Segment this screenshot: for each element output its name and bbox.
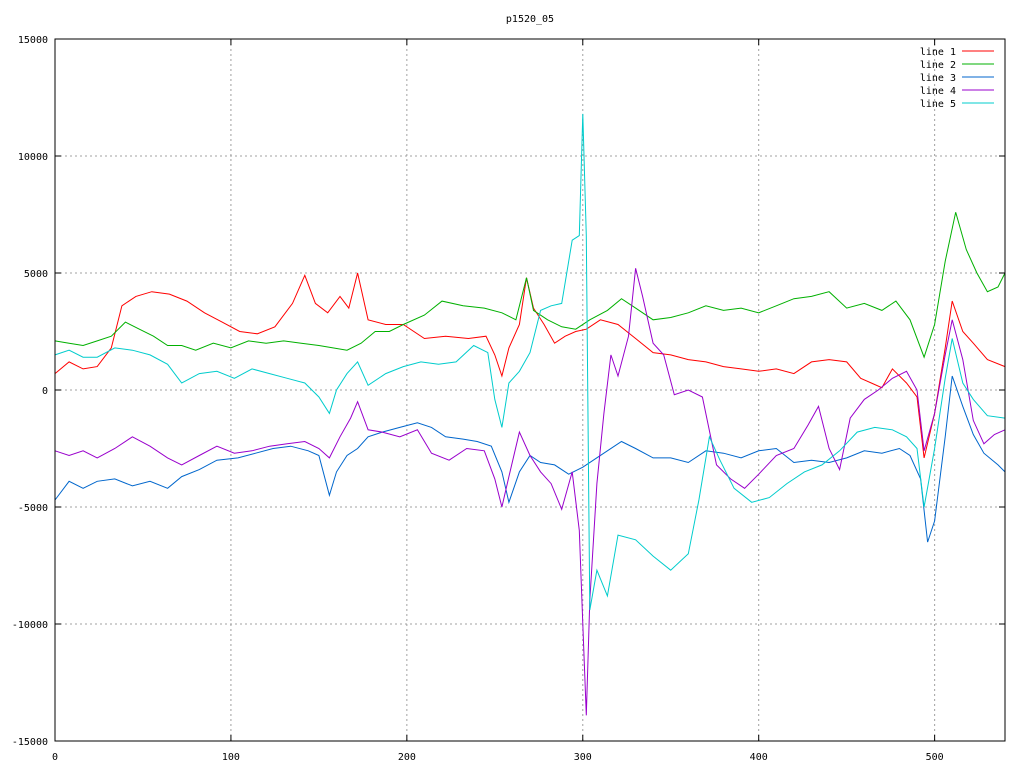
- x-tick-label: 0: [52, 752, 58, 763]
- x-tick-label: 500: [926, 752, 944, 763]
- grid: [55, 39, 1005, 741]
- legend-label: line 2: [920, 60, 956, 71]
- legend-label: line 1: [920, 47, 956, 58]
- series-4-line: [54, 268, 1006, 716]
- x-tick-label: 300: [574, 752, 592, 763]
- legend: line 1 line 2 line 3 line 4 line 5: [920, 47, 994, 110]
- y-tick-label: 15000: [18, 35, 48, 46]
- y-tick-label: 5000: [24, 269, 48, 280]
- legend-label: line 4: [920, 86, 956, 97]
- axis-ticks: 0 100 200 300 400 500 -15000 -10000 -5000 0 5000 10…: [12, 35, 1005, 763]
- y-tick-label: -15000: [12, 737, 48, 748]
- y-tick-label: -10000: [12, 620, 48, 631]
- legend-label: line 5: [920, 99, 956, 110]
- series-2-line: [54, 212, 1006, 359]
- x-tick-label: 100: [222, 752, 240, 763]
- chart-title: p1520_05: [506, 14, 554, 25]
- x-tick-label: 200: [398, 752, 416, 763]
- y-tick-label: 0: [42, 386, 48, 397]
- x-tick-label: 400: [750, 752, 768, 763]
- y-tick-label: -5000: [18, 503, 48, 514]
- y-tick-label: 10000: [18, 152, 48, 163]
- plot-series: [54, 113, 1006, 716]
- legend-label: line 3: [920, 73, 956, 84]
- series-3-line: [54, 375, 1006, 543]
- series-5-line: [54, 113, 1006, 611]
